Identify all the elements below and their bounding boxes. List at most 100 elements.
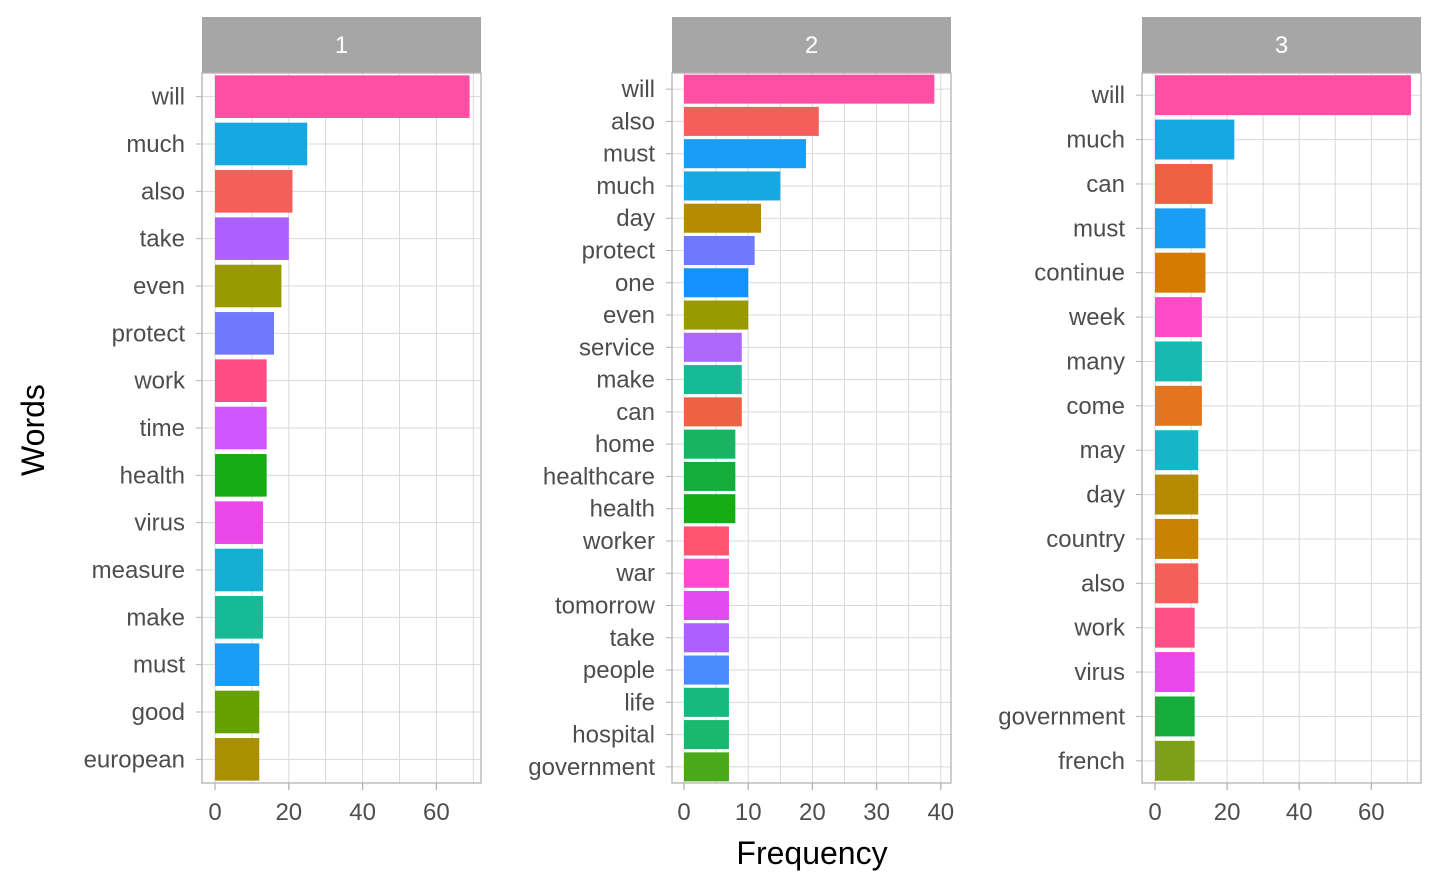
- word-label-take: take: [610, 625, 655, 652]
- bar-government: [684, 752, 729, 782]
- word-label-work: work: [133, 368, 186, 395]
- panel-border: [671, 72, 952, 784]
- word-label-healthcare: healthcare: [543, 463, 655, 490]
- x-tick-label: 10: [735, 799, 762, 826]
- x-tick-label: 60: [423, 799, 450, 826]
- word-label-may: may: [1080, 437, 1125, 464]
- word-label-will: will: [151, 84, 185, 111]
- word-label-day: day: [616, 205, 655, 232]
- bar-will: [215, 75, 470, 118]
- x-tick-label: 0: [208, 799, 221, 826]
- y-axis-title: Words: [15, 384, 51, 476]
- x-tick-label: 0: [1148, 799, 1161, 826]
- word-label-week: week: [1068, 304, 1126, 331]
- word-label-even: even: [133, 273, 185, 300]
- bar-much: [215, 122, 308, 166]
- bar-government: [1155, 696, 1195, 737]
- bar-even: [684, 300, 749, 330]
- word-label-one: one: [615, 270, 655, 297]
- bar-also: [684, 106, 819, 136]
- word-label-measure: measure: [92, 557, 185, 584]
- facet-strip-label: 2: [805, 32, 818, 59]
- word-label-much: much: [596, 173, 655, 200]
- panel-border: [201, 72, 482, 784]
- word-label-time: time: [140, 415, 185, 442]
- bar-worker: [684, 526, 729, 556]
- bar-also: [1155, 563, 1199, 604]
- word-label-can: can: [1086, 171, 1125, 198]
- facet-strip: [1142, 17, 1421, 73]
- word-label-come: come: [1066, 393, 1125, 420]
- bar-life: [684, 687, 729, 717]
- word-label-home: home: [595, 431, 655, 458]
- bar-work: [215, 359, 267, 402]
- word-label-will: will: [621, 76, 655, 103]
- bar-health: [684, 494, 736, 524]
- word-label-protect: protect: [112, 320, 186, 347]
- word-label-french: french: [1058, 748, 1125, 775]
- bar-must: [684, 139, 806, 169]
- bar-hospital: [684, 720, 729, 750]
- bar-take: [215, 217, 289, 260]
- x-tick-label: 40: [927, 799, 954, 826]
- bar-protect: [684, 235, 755, 266]
- word-label-good: good: [132, 699, 185, 726]
- bar-much: [684, 171, 781, 201]
- word-label-much: much: [1066, 127, 1125, 154]
- word-label-government: government: [998, 703, 1125, 730]
- word-label-much: much: [126, 131, 185, 158]
- facet-strip: [202, 17, 481, 73]
- x-tick-label: 0: [677, 799, 690, 826]
- bar-work: [1155, 607, 1195, 648]
- bar-tomorrow: [684, 590, 729, 621]
- bar-healthcare: [684, 461, 736, 491]
- bar-come: [1155, 385, 1202, 426]
- word-label-service: service: [579, 334, 655, 361]
- word-label-virus: virus: [134, 510, 185, 537]
- panel-border: [1141, 72, 1422, 784]
- bar-must: [215, 643, 260, 686]
- word-label-worker: worker: [582, 528, 655, 555]
- word-label-also: also: [1081, 570, 1125, 597]
- bar-service: [684, 332, 742, 362]
- word-label-make: make: [126, 604, 185, 631]
- bar-can: [684, 397, 742, 427]
- facet-strip: [672, 17, 951, 73]
- word-label-day: day: [1086, 482, 1125, 509]
- x-tick-label: 30: [863, 799, 890, 826]
- word-label-must: must: [133, 652, 185, 679]
- word-label-even: even: [603, 302, 655, 329]
- word-label-must: must: [603, 141, 655, 168]
- word-label-war: war: [615, 560, 655, 587]
- bar-home: [684, 429, 736, 459]
- word-label-continue: continue: [1034, 260, 1125, 287]
- word-label-virus: virus: [1074, 659, 1125, 686]
- word-label-many: many: [1066, 348, 1125, 375]
- x-tick-label: 40: [1286, 799, 1313, 826]
- bar-many: [1155, 341, 1202, 382]
- x-tick-label: 60: [1358, 799, 1385, 826]
- bar-can: [1155, 163, 1213, 204]
- bar-even: [215, 264, 282, 308]
- chart-panels: 1 will much also take even protect work time heal…: [84, 17, 1422, 826]
- facet-strip-label: 3: [1275, 32, 1288, 59]
- x-tick-label: 20: [275, 799, 302, 826]
- x-tick-label: 20: [1214, 799, 1241, 826]
- bar-take: [684, 623, 729, 653]
- bar-measure: [215, 548, 263, 592]
- bar-good: [215, 690, 260, 734]
- word-label-take: take: [140, 226, 185, 253]
- facet-panel-2: 2 will also must much day protect one even servic…: [528, 17, 954, 826]
- word-label-health: health: [120, 462, 185, 489]
- bar-week: [1155, 297, 1202, 338]
- bar-protect: [215, 312, 275, 355]
- x-axis-title: Frequency: [736, 835, 887, 871]
- word-label-hospital: hospital: [572, 722, 655, 749]
- word-label-will: will: [1091, 82, 1125, 109]
- word-label-country: country: [1046, 526, 1125, 553]
- bar-also: [215, 170, 293, 213]
- bar-will: [684, 74, 935, 104]
- word-label-protect: protect: [582, 238, 656, 265]
- bar-time: [215, 406, 267, 450]
- bar-continue: [1155, 252, 1206, 293]
